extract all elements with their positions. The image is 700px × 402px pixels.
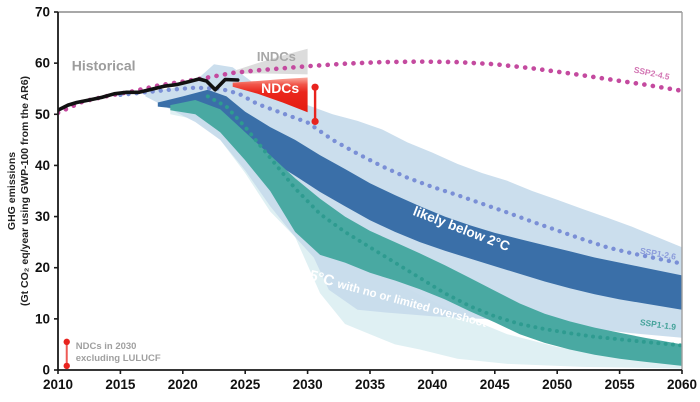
y-tick-label: 60 [35,56,50,71]
x-tick-label: 2055 [605,377,636,392]
wedge-INDCs [234,48,308,75]
line-SSP1-1.9 [205,94,682,348]
y-tick-label: 40 [35,158,50,173]
legend-line1: NDCs in 2030 [76,341,137,352]
y-axis-title-line2: (Gt CO₂ eq/year using GWP-100 from the A… [19,76,31,306]
historical-line [58,77,240,112]
x-tick-label: 2025 [230,377,261,392]
ndc-2030-errorbar [311,83,319,126]
band-likely-below-2C [157,89,682,310]
wedge-NDCs [232,77,308,113]
x-tick-label: 2035 [355,377,386,392]
historical-label: Historical [72,57,136,73]
x-tick-label: 2030 [293,377,323,392]
ssp245-label: SSP2-4.5 [633,65,671,82]
x-tick-label: 2010 [43,377,73,392]
y-tick-label: 50 [35,107,50,122]
line-SSP2-4.5 [58,59,682,116]
x-tick-label: 2060 [667,377,697,392]
y-tick-label: 0 [42,363,50,378]
legend-ndc-2030: NDCs in 2030 excluding LULUCF [63,338,161,370]
y-tick-label: 30 [35,209,50,224]
legend-line2: excluding LULUCF [76,353,161,364]
x-tick-label: 2020 [168,377,198,392]
x-tick-label: 2015 [105,377,136,392]
x-tick-label: 2045 [480,377,511,392]
y-tick-label: 20 [35,260,50,275]
y-tick-label: 10 [35,311,50,326]
x-tick-label: 2050 [542,377,572,392]
ndcs-label: NDCs [261,80,299,96]
indcs-label: INDCs [257,49,296,64]
x-tick-label: 2040 [417,377,447,392]
y-axis-title-line1: GHG emissions [6,152,18,230]
y-tick-label: 70 [35,5,50,20]
